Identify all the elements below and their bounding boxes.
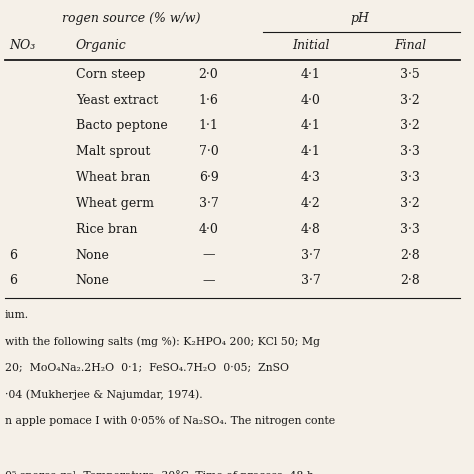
Text: 3·5: 3·5 <box>400 68 420 81</box>
Text: Wheat bran: Wheat bran <box>76 171 150 184</box>
Text: Final: Final <box>394 39 426 52</box>
Text: with the following salts (mg %): K₂HPO₄ 200; KCl 50; Mg: with the following salts (mg %): K₂HPO₄ … <box>5 337 320 347</box>
Text: Corn steep: Corn steep <box>76 68 145 81</box>
Text: 4·8: 4·8 <box>301 223 320 236</box>
Text: 2·8: 2·8 <box>400 248 420 262</box>
Text: 7·0: 7·0 <box>199 145 219 158</box>
Text: 3·3: 3·3 <box>400 145 420 158</box>
Text: 1·1: 1·1 <box>199 119 219 132</box>
Text: 2·8: 2·8 <box>400 274 420 287</box>
Text: —: — <box>202 248 215 262</box>
Text: Initial: Initial <box>292 39 329 52</box>
Text: None: None <box>76 248 109 262</box>
Text: ·04 (Mukherjee & Najumdar, 1974).: ·04 (Mukherjee & Najumdar, 1974). <box>5 390 202 400</box>
Text: Bacto peptone: Bacto peptone <box>76 119 168 132</box>
Text: 3·7: 3·7 <box>199 197 219 210</box>
Text: 4·1: 4·1 <box>301 119 320 132</box>
Text: 3·7: 3·7 <box>301 248 320 262</box>
Text: pH: pH <box>351 12 370 25</box>
Text: 4·1: 4·1 <box>301 68 320 81</box>
Text: 3·2: 3·2 <box>400 93 420 107</box>
Text: 6: 6 <box>9 274 18 287</box>
Text: 3·3: 3·3 <box>400 171 420 184</box>
Text: 4·2: 4·2 <box>301 197 320 210</box>
Text: 3·7: 3·7 <box>301 274 320 287</box>
Text: NO₃: NO₃ <box>9 39 36 52</box>
Text: 4·3: 4·3 <box>301 171 320 184</box>
Text: 20;  MoO₄Na₂.2H₂O  0·1;  FeSO₄.7H₂O  0·05;  ZnSO: 20; MoO₄Na₂.2H₂O 0·1; FeSO₄.7H₂O 0·05; Z… <box>5 363 289 373</box>
Text: Organic: Organic <box>76 39 127 52</box>
Text: 6: 6 <box>9 248 18 262</box>
Text: n apple pomace I with 0·05% of Na₂SO₄. The nitrogen conte: n apple pomace I with 0·05% of Na₂SO₄. T… <box>5 416 335 426</box>
Text: ium.: ium. <box>5 310 29 319</box>
Text: 3·2: 3·2 <box>400 119 420 132</box>
Text: None: None <box>76 274 109 287</box>
Text: 1·6: 1·6 <box>199 93 219 107</box>
Text: 2·0: 2·0 <box>199 68 219 81</box>
Text: 4·0: 4·0 <box>199 223 219 236</box>
Text: 6·9: 6·9 <box>199 171 219 184</box>
Text: 3·2: 3·2 <box>400 197 420 210</box>
Text: Wheat germ: Wheat germ <box>76 197 154 210</box>
Text: 0⁵ spores g⁻¹. Temperature, 30°C. Time of process, 48 h.: 0⁵ spores g⁻¹. Temperature, 30°C. Time o… <box>5 470 317 474</box>
Text: Rice bran: Rice bran <box>76 223 137 236</box>
Text: 3·3: 3·3 <box>400 223 420 236</box>
Text: rogen source (% w/w): rogen source (% w/w) <box>62 12 200 25</box>
Text: Malt sprout: Malt sprout <box>76 145 150 158</box>
Text: 4·0: 4·0 <box>301 93 320 107</box>
Text: 4·1: 4·1 <box>301 145 320 158</box>
Text: Yeast extract: Yeast extract <box>76 93 158 107</box>
Text: —: — <box>202 274 215 287</box>
